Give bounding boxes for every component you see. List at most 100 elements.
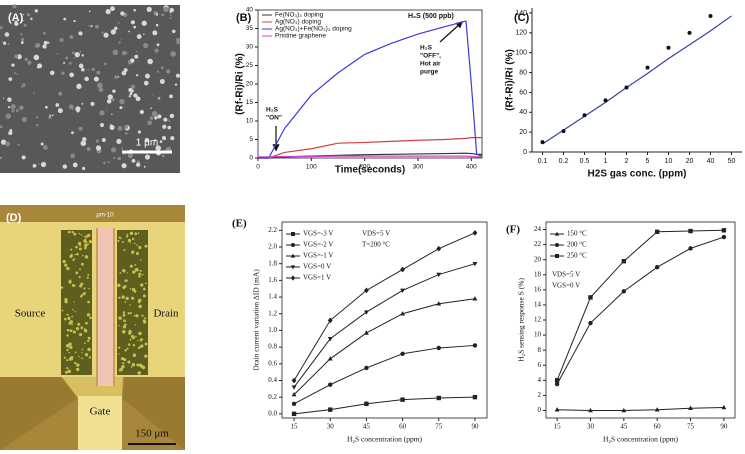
speck	[81, 67, 85, 72]
speck	[136, 34, 142, 39]
x-tick-label: 0.5	[580, 158, 590, 165]
speck	[48, 115, 52, 120]
speck	[136, 244, 138, 246]
speck	[138, 331, 142, 336]
series-line	[293, 263, 476, 388]
speck	[80, 233, 83, 236]
speck	[0, 125, 3, 129]
data-point	[472, 261, 478, 267]
speck	[121, 70, 127, 76]
speck	[117, 283, 121, 288]
speck	[117, 156, 121, 161]
speck	[63, 61, 66, 64]
y-axis-label: H₂S sensing response S (%)	[517, 278, 526, 362]
speck	[123, 248, 126, 251]
speck	[128, 30, 130, 33]
speck	[33, 54, 40, 61]
speck	[85, 321, 88, 325]
speck	[123, 68, 128, 72]
speck	[84, 291, 87, 294]
speck	[169, 16, 172, 19]
speck	[84, 342, 86, 344]
speck	[95, 139, 99, 143]
speck	[132, 270, 136, 274]
speck	[68, 104, 74, 110]
y-tick-label: 1.8	[268, 259, 277, 267]
speck	[66, 334, 69, 337]
speck	[133, 314, 136, 317]
data-point	[688, 246, 693, 251]
speck	[143, 320, 147, 324]
speck	[142, 294, 146, 298]
speck	[72, 330, 76, 334]
speck	[156, 70, 160, 73]
speck	[169, 94, 173, 99]
speck	[131, 237, 135, 241]
series-line	[556, 236, 725, 385]
legend-label: Fe(NO₃)₃ doping	[275, 12, 324, 19]
speck	[133, 242, 136, 245]
speck	[132, 343, 136, 347]
speck	[111, 98, 115, 102]
speck	[110, 29, 117, 35]
speck	[27, 60, 32, 65]
speck	[126, 233, 129, 236]
annotation: H₂S	[420, 45, 433, 52]
speck	[129, 242, 131, 244]
speck	[112, 49, 119, 56]
speck	[87, 300, 90, 304]
speck	[175, 37, 180, 42]
y-tick-label: 24	[534, 225, 542, 233]
speck	[70, 248, 73, 251]
speck	[15, 109, 19, 113]
speck	[120, 357, 125, 361]
speck	[122, 362, 125, 365]
x-tick-label: 1	[604, 158, 608, 165]
speck	[106, 99, 112, 104]
speck	[90, 101, 95, 106]
speck	[118, 236, 121, 239]
annotation: VDS=5 V	[552, 271, 580, 279]
data-point	[588, 295, 593, 300]
speck	[23, 23, 27, 27]
speck	[69, 72, 75, 78]
data-point	[561, 129, 566, 134]
speck	[43, 40, 48, 45]
speck	[143, 165, 146, 168]
x-tick-label: 75	[687, 423, 695, 431]
speck	[149, 116, 154, 121]
speck	[81, 54, 84, 57]
chart-panel: 0.0 0.2 0.4 0.6 0.8 1.0 1.2 1.4 1.6 1.8 2.0 2.2 15 30…	[232, 218, 488, 444]
speck	[63, 17, 67, 21]
speck	[60, 286, 64, 289]
speck	[86, 146, 91, 152]
speck	[81, 357, 83, 360]
speck	[35, 124, 39, 127]
data-point	[400, 351, 405, 356]
speck	[84, 76, 89, 82]
speck	[79, 50, 82, 53]
data-point	[554, 378, 560, 383]
speck	[170, 14, 172, 17]
x-axis-label: H₂S concentration (ppm)	[603, 435, 679, 444]
speck	[61, 309, 64, 312]
speck	[86, 339, 90, 343]
y-tick-label: 14	[534, 301, 542, 309]
speck	[78, 355, 80, 358]
speck	[141, 273, 144, 276]
speck	[131, 363, 136, 367]
speck	[80, 326, 84, 330]
speck	[131, 250, 135, 254]
speck	[78, 232, 80, 235]
speck	[155, 145, 161, 151]
speck	[11, 109, 15, 113]
legend-marker	[290, 275, 296, 281]
data-point	[363, 330, 369, 335]
speck	[161, 154, 165, 158]
data-point	[708, 13, 713, 18]
device-image: 150 μm μm-10 Source Drain Gate (D)	[0, 205, 185, 450]
speck	[75, 245, 78, 249]
series-line	[293, 232, 476, 381]
speck	[7, 97, 12, 102]
